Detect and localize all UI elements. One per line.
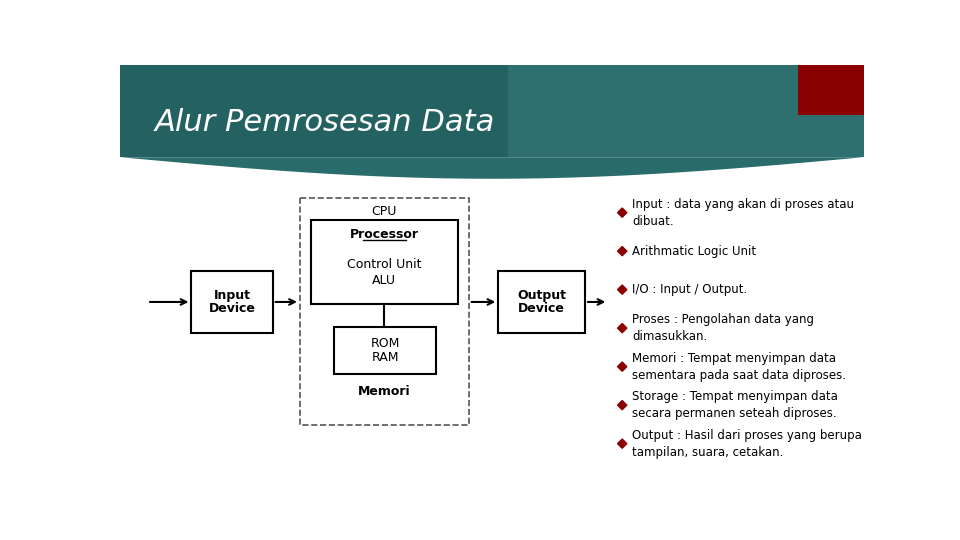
Polygon shape [617, 247, 627, 256]
Polygon shape [617, 285, 627, 294]
Polygon shape [617, 208, 627, 217]
Text: CPU: CPU [372, 205, 397, 218]
Text: Output: Output [517, 289, 566, 302]
Text: Control Unit: Control Unit [347, 259, 421, 272]
Text: RAM: RAM [372, 351, 398, 364]
Text: Proses : Pengolahan data yang
dimasukkan.: Proses : Pengolahan data yang dimasukkan… [633, 313, 814, 343]
Text: Input : data yang akan di proses atau
dibuat.: Input : data yang akan di proses atau di… [633, 198, 854, 228]
Text: Output : Hasil dari proses yang berupa
tampilan, suara, cetakan.: Output : Hasil dari proses yang berupa t… [633, 429, 862, 458]
Bar [191, 271, 273, 333]
Polygon shape [617, 362, 627, 372]
Text: Alur Pemrosesan Data: Alur Pemrosesan Data [155, 108, 495, 137]
Polygon shape [508, 65, 864, 157]
Text: Input: Input [213, 289, 251, 302]
Text: Arithmatic Logic Unit: Arithmatic Logic Unit [633, 245, 756, 258]
Bar [311, 220, 458, 303]
Text: ROM: ROM [371, 337, 399, 350]
Bar [498, 271, 585, 333]
Polygon shape [120, 157, 864, 179]
Text: Device: Device [518, 302, 565, 315]
Polygon shape [120, 65, 508, 157]
Text: ALU: ALU [372, 274, 396, 287]
Text: I/O : Input / Output.: I/O : Input / Output. [633, 283, 748, 296]
Text: Device: Device [208, 302, 255, 315]
Text: Processor: Processor [349, 228, 419, 241]
Text: Memori : Tempat menyimpan data
sementara pada saat data diproses.: Memori : Tempat menyimpan data sementara… [633, 352, 847, 382]
Bar [798, 65, 864, 115]
Polygon shape [617, 323, 627, 333]
Bar [334, 327, 436, 374]
Bar [300, 198, 468, 425]
Polygon shape [617, 401, 627, 410]
Polygon shape [617, 439, 627, 448]
Text: Storage : Tempat menyimpan data
secara permanen seteah diproses.: Storage : Tempat menyimpan data secara p… [633, 390, 838, 420]
Bar [120, 65, 864, 157]
Text: Memori: Memori [358, 385, 411, 398]
